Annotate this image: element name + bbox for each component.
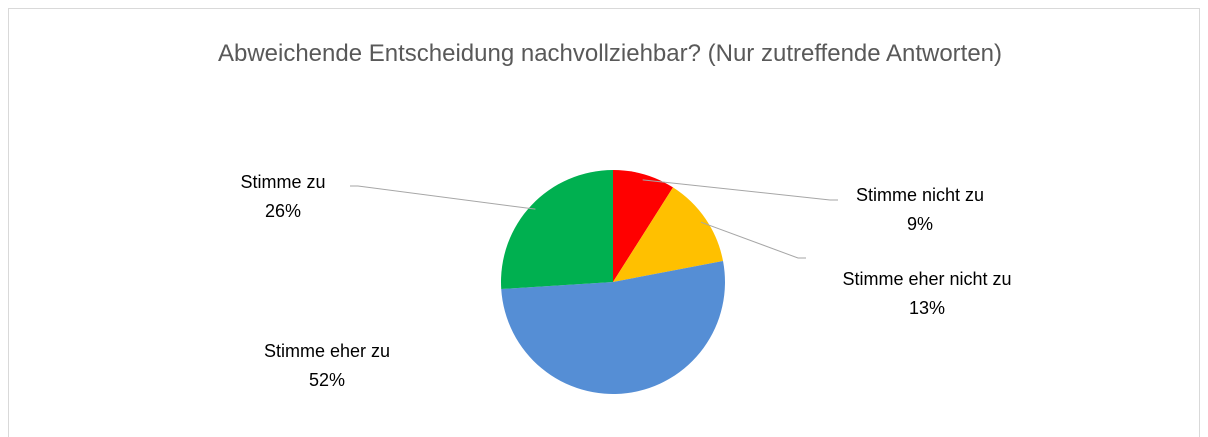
slice-value-label: 52%	[309, 370, 345, 390]
pie-slice	[501, 170, 613, 290]
slice-value-label: 9%	[907, 214, 933, 234]
slice-label: Stimme nicht zu	[856, 185, 984, 205]
leader-line	[700, 221, 806, 259]
pie-slice	[613, 187, 724, 282]
chart-border	[8, 8, 1200, 437]
pie-slice	[501, 261, 725, 394]
slice-label: Stimme eher zu	[264, 341, 390, 361]
leader-line	[350, 185, 536, 210]
slice-label: Stimme eher nicht zu	[842, 269, 1011, 289]
slice-value-label: 26%	[265, 201, 301, 221]
slice-value-label: 13%	[909, 298, 945, 318]
leader-line	[642, 179, 838, 201]
slice-label: Stimme zu	[240, 172, 325, 192]
pie-slice	[613, 170, 674, 282]
chart-title: Abweichende Entscheidung nachvollziehbar…	[217, 40, 1003, 67]
